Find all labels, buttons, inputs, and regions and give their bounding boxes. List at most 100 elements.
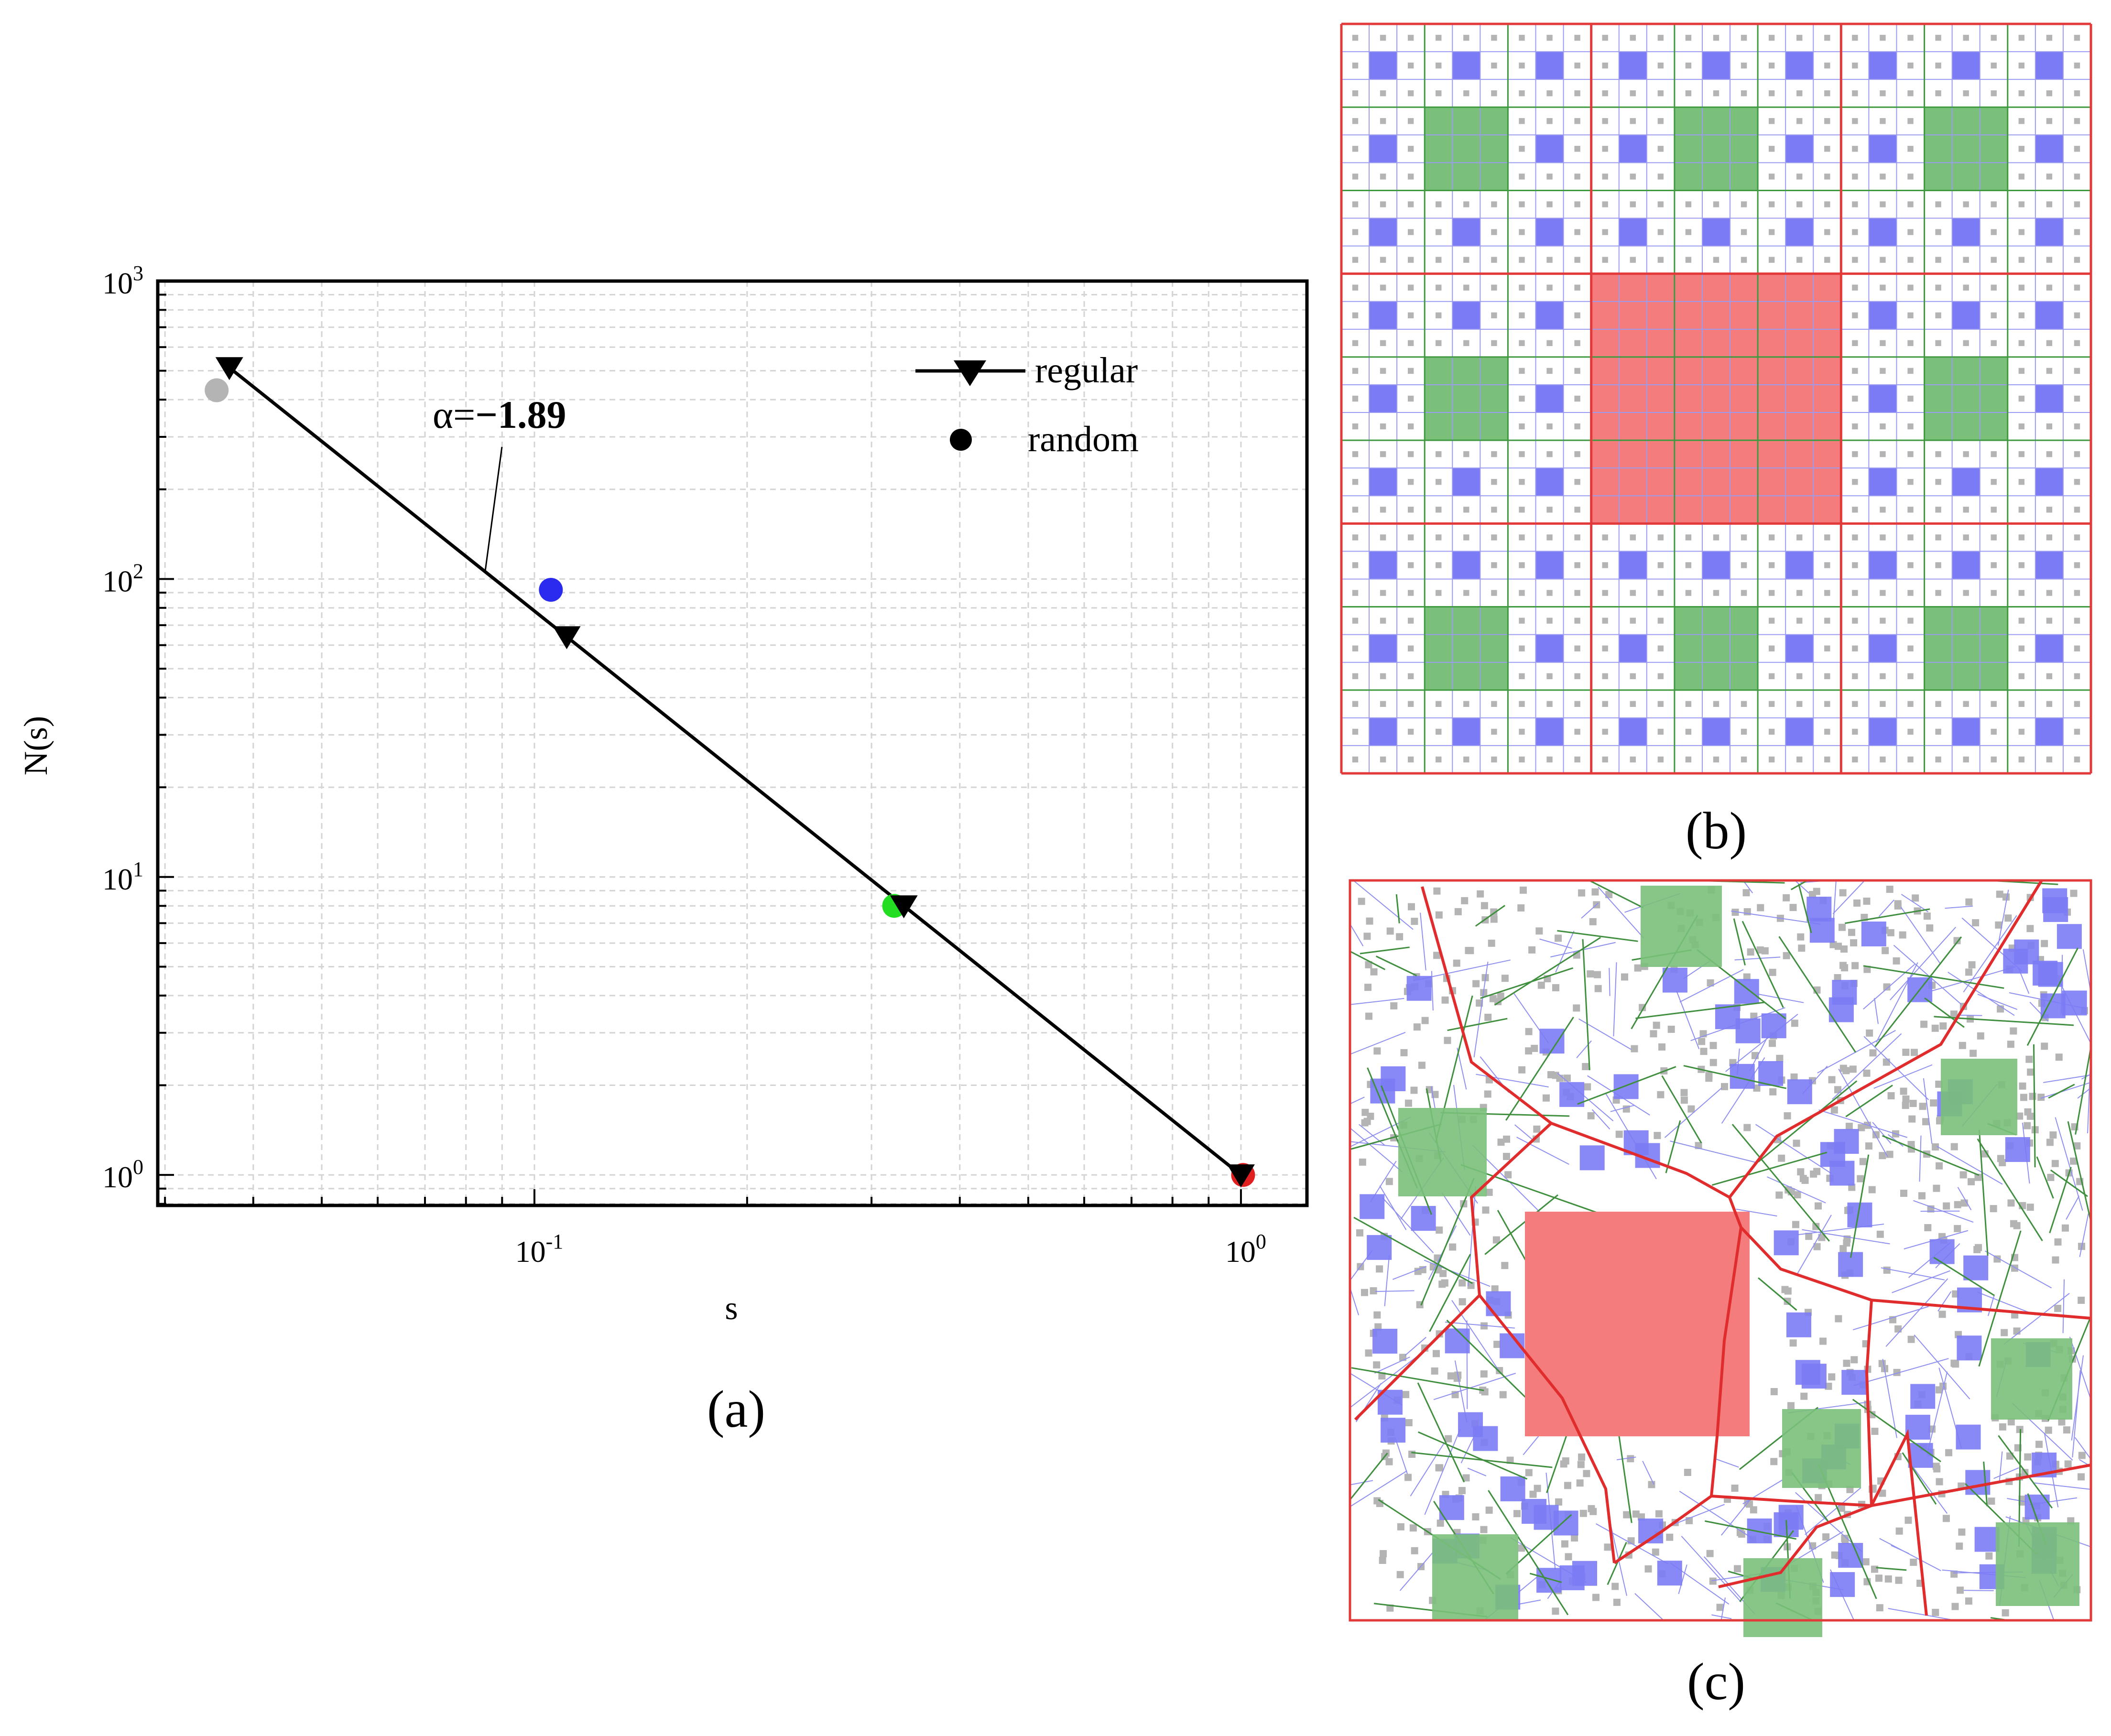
b-level4-square-464 [1824, 174, 1830, 180]
c-level3-edge-118 [1609, 968, 1610, 996]
c-level3-edge-110 [1457, 1047, 1467, 1090]
b-level4-square-246 [1602, 118, 1608, 124]
c-level2-edge-32 [1411, 1452, 1553, 1468]
c-level4-square-8 [1506, 1456, 1514, 1464]
c-level4-square-549 [1454, 908, 1462, 915]
c-level4-square-235 [1513, 1510, 1521, 1518]
b-level3-square-80 [2035, 717, 2063, 746]
b-level4-square-234 [1574, 534, 1580, 541]
c-level4-square-286 [1930, 1099, 1937, 1107]
c-level3-edge-6 [1598, 886, 1644, 939]
b-level4-square-278 [1630, 257, 1636, 263]
b-level4-square-605 [1963, 340, 1969, 347]
c-level2-square-7 [1996, 1522, 2079, 1606]
b-level4-square-142 [1491, 229, 1497, 235]
c-level4-square-284 [1528, 946, 1536, 954]
b-level4-square-423 [1768, 534, 1775, 541]
b-level4-square-397 [1741, 562, 1747, 568]
b-level4-square-578 [1935, 340, 1941, 347]
c-level4-square-677 [1481, 1388, 1489, 1396]
b-level4-square-207 [1546, 534, 1553, 541]
c-level4-square-591 [1974, 1173, 1982, 1181]
b-level4-square-723 [2074, 618, 2080, 624]
c-level3-edge-202 [1349, 1480, 1373, 1486]
c-level4-square-274 [2026, 925, 2034, 933]
b-level4-square-123 [1463, 451, 1469, 457]
c-level3-edge-142 [2066, 1195, 2080, 1220]
b-level3-square-65 [1952, 218, 1980, 246]
b-level4-square-609 [1963, 451, 1969, 457]
b-level4-square-164 [1519, 90, 1525, 97]
b-level4-square-143 [1491, 257, 1497, 263]
b-level4-square-603 [1963, 284, 1969, 291]
c-level4-square-411 [1652, 1548, 1659, 1556]
b-level4-square-228 [1574, 368, 1580, 374]
b-level4-square-136 [1491, 62, 1497, 69]
c-level4-square-583 [1667, 1025, 1675, 1033]
c-level3-square-92 [1458, 1412, 1483, 1437]
b-level4-square-275 [1630, 174, 1636, 180]
c-level2-edge-29 [1758, 1080, 1858, 1162]
b-level4-square-672 [2018, 701, 2025, 707]
b-level4-square-584 [1935, 507, 1941, 513]
c-level3-edge-17 [2069, 1336, 2091, 1400]
c-level3-square-61 [2043, 897, 2068, 922]
b-level4-square-430 [1768, 728, 1775, 735]
c-level3-square-4 [1841, 1370, 1867, 1395]
regular-series-line [228, 366, 1242, 1176]
regular-point-3 [1227, 1164, 1255, 1188]
b-level4-square-675 [2046, 34, 2053, 41]
b-level4-square-349 [1685, 728, 1692, 735]
c-level4-square-691 [1956, 1586, 1964, 1594]
b-level4-square-681 [2046, 201, 2053, 207]
b-level3-square-74 [2035, 218, 2063, 246]
c-level2-edge-69 [1874, 936, 1962, 1047]
c-level3-edge-167 [1634, 1593, 1664, 1621]
b-level4-square-231 [1574, 451, 1580, 457]
c-level4-square-699 [1680, 1089, 1688, 1096]
b-level4-square-600 [1963, 201, 1969, 207]
b-level4-square-546 [1907, 201, 1914, 207]
c-level4-square-82 [1552, 984, 1559, 991]
c-level3-edge-151 [1977, 1291, 2036, 1316]
c-level4-square-37 [2013, 1327, 2021, 1335]
b-level4-square-380 [1741, 90, 1747, 97]
b-level4-square-559 [1907, 562, 1914, 568]
c-level4-square-498 [1902, 1095, 1910, 1103]
b-level4-square-541 [1907, 62, 1914, 69]
c-level3-square-66 [1747, 1518, 1772, 1543]
b-level4-square-714 [2074, 368, 2080, 374]
c-level3-edge-29 [1349, 998, 1404, 1005]
c-level4-square-20 [1863, 966, 1871, 973]
b-level4-square-322 [1657, 728, 1664, 735]
b-level4-square-241 [1574, 728, 1580, 735]
c-level3-square-33 [1579, 1145, 1605, 1171]
c-level4-square-230 [1815, 1494, 1822, 1501]
c-level3-edge-46 [1914, 1335, 1970, 1400]
b-level4-square-481 [1824, 645, 1830, 651]
b-level4-square-263 [1602, 590, 1608, 596]
y-tick-label-2: 102 [102, 559, 143, 598]
c-level1-edge-5 [1613, 1464, 2091, 1564]
c-level2-edge-94 [2050, 1169, 2088, 1197]
c-level2-edge-72 [2067, 1121, 2092, 1222]
c-level4-square-103 [1373, 1361, 1381, 1369]
c-level3-square-78 [2062, 990, 2087, 1016]
c-level4-square-412 [1814, 1202, 1822, 1210]
c-level4-square-145 [1378, 1372, 1386, 1380]
c-level4-square-602 [1954, 1201, 1961, 1208]
c-level2-edge-58 [1845, 1085, 1893, 1118]
c-level4-square-45 [1770, 1388, 1778, 1396]
b-level4-square-303 [1657, 201, 1664, 207]
c-level4-square-123 [1587, 970, 1594, 978]
b-level4-square-128 [1463, 590, 1469, 596]
c-level4-square-596 [1907, 1335, 1915, 1343]
b-level4-square-651 [2018, 118, 2025, 124]
c-level4-square-335 [1363, 933, 1371, 940]
c-level4-square-546 [1972, 919, 1980, 927]
b-level3-square-21 [1535, 301, 1564, 329]
c-level4-square-198 [1876, 1230, 1884, 1238]
panel-c-level1-edges [1354, 879, 2091, 1616]
b-level3-square-7 [1369, 634, 1397, 662]
b-level4-square-708 [2074, 201, 2080, 207]
